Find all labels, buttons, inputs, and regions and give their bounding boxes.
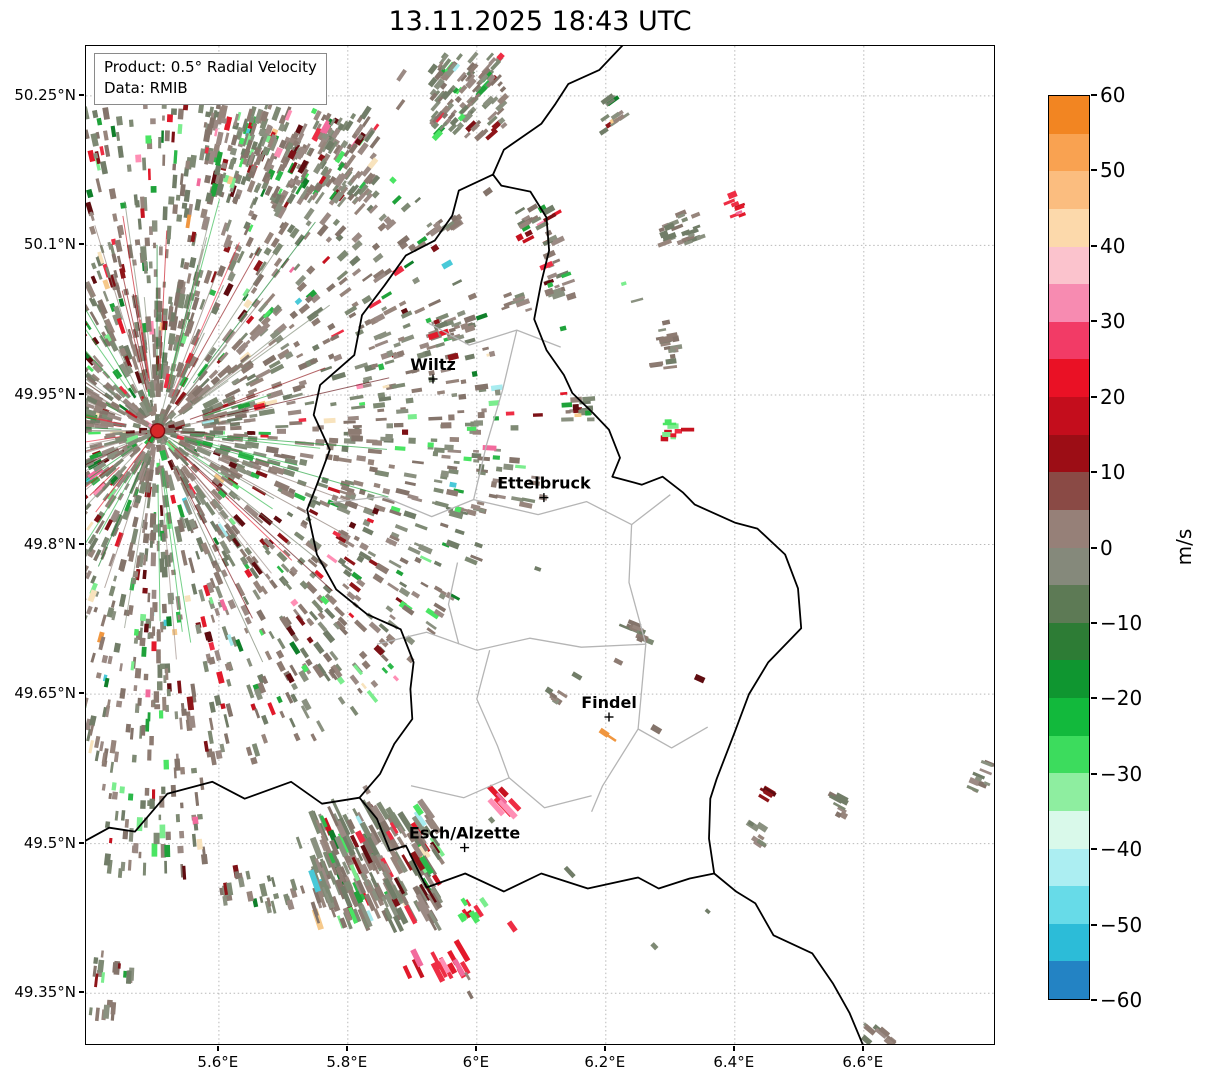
- colorbar-tick-mark: [1091, 395, 1097, 398]
- plot-title: 13.11.2025 18:43 UTC: [388, 6, 692, 37]
- country-borders: [86, 46, 864, 1044]
- x-tick-mark: [345, 1046, 348, 1051]
- colorbar-tick-label: −20: [1100, 686, 1143, 711]
- colorbar-segment: [1049, 133, 1089, 172]
- colorbar-segment: [1049, 660, 1089, 698]
- city-label: Ettelbruck: [497, 474, 591, 493]
- y-tick-mark: [79, 841, 84, 844]
- x-tick-mark: [861, 1046, 864, 1051]
- colorbar-segment: [1049, 735, 1089, 774]
- district-borders: [329, 322, 709, 812]
- colorbar-segment: [1049, 886, 1089, 924]
- data-source-label: Data: RMIB: [104, 79, 188, 97]
- colorbar-segment: [1049, 961, 1089, 999]
- velocity-echoes: [86, 51, 994, 1044]
- colorbar-segment: [1049, 208, 1089, 247]
- map-plot: Wiltz Ettelbruck Findel Esch/Alzette Produc…: [85, 45, 995, 1045]
- y-tick-label: 49.95°N: [14, 384, 76, 403]
- x-tick-label: 6.4°E: [713, 1053, 755, 1071]
- city-ettelbruck: Ettelbruck: [497, 474, 591, 503]
- city-findel: Findel: [581, 693, 637, 722]
- colorbar-tick-label: 20: [1100, 384, 1126, 409]
- city-esch-alzette: Esch/Alzette: [409, 824, 520, 853]
- y-tick-mark: [79, 542, 84, 545]
- colorbar-tick-label: 30: [1100, 309, 1126, 334]
- colorbar-unit-label: m/s: [1172, 528, 1196, 566]
- colorbar-tick-label: −40: [1100, 837, 1143, 862]
- y-tick-mark: [79, 392, 84, 395]
- colorbar-tick-label: 40: [1100, 233, 1126, 258]
- colorbar-segment: [1049, 848, 1089, 887]
- y-tick-label: 49.35°N: [14, 983, 76, 1002]
- colorbar-tick-label: 50: [1100, 158, 1126, 183]
- colorbar-segment: [1049, 434, 1089, 473]
- x-tick-mark: [603, 1046, 606, 1051]
- colorbar-tick-mark: [1091, 621, 1097, 624]
- colorbar-tick-label: −10: [1100, 610, 1143, 635]
- colorbar-segment: [1049, 698, 1089, 736]
- colorbar-segment: [1049, 547, 1089, 586]
- colorbar-segment: [1049, 359, 1089, 397]
- colorbar-segment: [1049, 96, 1089, 134]
- y-tick-mark: [79, 93, 84, 96]
- colorbar-tick-label: −50: [1100, 912, 1143, 937]
- radar-site-marker: [149, 423, 166, 439]
- colorbar-segment: [1049, 171, 1089, 209]
- city-label: Esch/Alzette: [409, 824, 520, 843]
- x-tick-mark: [732, 1046, 735, 1051]
- colorbar-segment: [1049, 810, 1089, 849]
- city-label: Wiltz: [410, 355, 456, 374]
- y-tick-mark: [79, 991, 84, 994]
- x-tick-label: 5.8°E: [326, 1053, 368, 1071]
- colorbar-tick-label: 10: [1100, 460, 1126, 485]
- colorbar-tick-mark: [1091, 546, 1097, 549]
- y-tick-label: 49.8°N: [23, 534, 76, 553]
- colorbar: [1048, 95, 1090, 1000]
- colorbar-tick-label: −30: [1100, 761, 1143, 786]
- colorbar-segment: [1049, 246, 1089, 285]
- x-tick-mark: [216, 1046, 219, 1051]
- colorbar-segment: [1049, 773, 1089, 811]
- city-label: Findel: [581, 693, 637, 712]
- colorbar-segment: [1049, 472, 1089, 510]
- colorbar-segment: [1049, 509, 1089, 548]
- colorbar-tick-mark: [1091, 471, 1097, 474]
- colorbar-tick-mark: [1091, 320, 1097, 323]
- colorbar-tick-label: 60: [1100, 83, 1126, 107]
- colorbar-tick-mark: [1091, 923, 1097, 926]
- colorbar-tick-mark: [1091, 244, 1097, 247]
- product-info-box: Product: 0.5° Radial Velocity Data: RMIB: [94, 53, 327, 105]
- colorbar-segment: [1049, 923, 1089, 962]
- colorbar-segment: [1049, 321, 1089, 360]
- y-tick-label: 50.25°N: [14, 85, 76, 104]
- y-tick-label: 49.5°N: [23, 833, 76, 852]
- colorbar-tick-mark: [1091, 772, 1097, 775]
- y-tick-mark: [79, 243, 84, 246]
- colorbar-segment: [1049, 585, 1089, 623]
- map-canvas: Wiltz Ettelbruck Findel Esch/Alzette: [86, 46, 994, 1044]
- y-tick-mark: [79, 692, 84, 695]
- colorbar-tick-label: −60: [1100, 988, 1143, 1012]
- product-label: Product: 0.5° Radial Velocity: [104, 58, 317, 76]
- colorbar-tick-mark: [1091, 697, 1097, 700]
- x-tick-label: 6.6°E: [842, 1053, 884, 1071]
- y-tick-label: 49.65°N: [14, 684, 76, 703]
- x-tick-label: 5.6°E: [197, 1053, 239, 1071]
- city-wiltz: Wiltz: [410, 355, 456, 384]
- colorbar-tick-mark: [1091, 999, 1097, 1001]
- x-tick-label: 6.2°E: [584, 1053, 626, 1071]
- y-tick-label: 50.1°N: [23, 235, 76, 254]
- x-tick-label: 6°E: [462, 1053, 490, 1071]
- x-tick-mark: [474, 1046, 477, 1051]
- colorbar-segment: [1049, 284, 1089, 322]
- colorbar-tick-mark: [1091, 848, 1097, 851]
- colorbar-tick-mark: [1091, 94, 1097, 96]
- colorbar-tick-label: 0: [1100, 535, 1113, 560]
- colorbar-segment: [1049, 622, 1089, 661]
- colorbar-tick-mark: [1091, 169, 1097, 172]
- colorbar-segment: [1049, 397, 1089, 435]
